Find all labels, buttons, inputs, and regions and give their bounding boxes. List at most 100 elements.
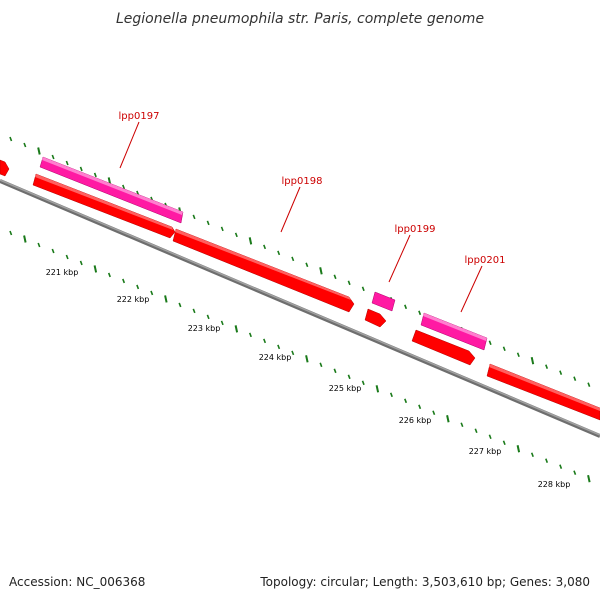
leader-line-lpp0201 — [460, 265, 483, 313]
minor-tick — [37, 242, 41, 248]
minor-tick — [206, 220, 210, 226]
gene-shine — [423, 313, 487, 341]
minor-tick — [488, 340, 492, 346]
major-tick — [93, 265, 98, 273]
minor-tick — [136, 284, 140, 290]
minor-tick — [51, 248, 55, 254]
minor-tick — [122, 184, 126, 190]
minor-tick — [502, 440, 506, 446]
minor-tick — [263, 338, 267, 344]
major-tick — [587, 474, 591, 483]
minor-tick — [333, 274, 337, 280]
minor-tick — [573, 470, 577, 475]
minor-tick — [192, 214, 196, 220]
minor-tick — [404, 304, 408, 310]
major-tick — [375, 385, 380, 393]
leader-line-lpp0198 — [280, 186, 301, 233]
minor-tick — [206, 314, 210, 320]
kbp-label: 226 kbp — [399, 416, 432, 425]
major-tick — [234, 325, 239, 333]
gene-label-lpp0201[interactable]: lpp0201 — [465, 255, 506, 266]
minor-tick — [545, 458, 549, 463]
minor-tick — [460, 422, 464, 428]
minor-tick — [389, 392, 393, 398]
minor-tick — [432, 410, 436, 416]
minor-tick — [234, 232, 238, 238]
minor-tick — [9, 230, 13, 236]
minor-tick — [305, 262, 309, 268]
kbp-label: 222 kbp — [117, 295, 150, 304]
minor-tick — [361, 380, 365, 386]
minor-tick — [347, 374, 351, 380]
minor-tick — [263, 244, 267, 250]
genome-backbone — [0, 179, 600, 438]
minor-tick — [277, 344, 281, 350]
major-tick — [446, 415, 450, 423]
minor-tick — [291, 350, 295, 356]
kbp-label: 228 kbp — [538, 480, 571, 489]
minor-tick — [122, 278, 126, 284]
minor-tick — [530, 452, 534, 458]
minor-tick — [178, 302, 182, 308]
kbp-label: 225 kbp — [329, 384, 362, 393]
minor-tick — [474, 428, 478, 434]
minor-tick — [516, 352, 520, 358]
gene-label-lpp0197[interactable]: lpp0197 — [119, 111, 160, 122]
gene-shine — [42, 157, 183, 215]
major-tick — [248, 237, 253, 245]
major-tick — [305, 355, 309, 363]
minor-tick — [220, 320, 224, 326]
minor-tick — [9, 136, 13, 142]
kbp-label: 221 kbp — [46, 268, 79, 277]
leader-line-lpp0199 — [388, 234, 411, 283]
genome-backbone-highlight — [0, 179, 600, 436]
minor-tick — [559, 370, 563, 375]
minor-tick — [65, 160, 69, 166]
major-tick — [516, 445, 521, 453]
minor-tick — [65, 254, 69, 260]
gene-arrow-lower-2[interactable] — [364, 308, 387, 328]
minor-tick — [93, 172, 97, 178]
minor-tick — [277, 250, 281, 256]
minor-tick — [404, 398, 408, 404]
genome-summary-text: Topology: circular; Length: 3,503,610 bp… — [259, 575, 590, 589]
minor-tick — [361, 286, 365, 292]
minor-tick — [319, 362, 323, 368]
kbp-label: 224 kbp — [259, 353, 292, 362]
gene-shine — [35, 174, 173, 230]
gene-arrow-partial-left[interactable] — [0, 159, 10, 177]
gene-arrow-lpp0198[interactable] — [172, 228, 355, 313]
gene-block-lpp0201[interactable] — [420, 312, 488, 351]
major-tick — [23, 235, 27, 243]
kbp-label: 227 kbp — [469, 447, 502, 456]
gene-label-lpp0199[interactable]: lpp0199 — [395, 224, 436, 235]
minor-tick — [418, 310, 422, 316]
minor-tick — [192, 308, 196, 314]
gene-shine — [175, 229, 351, 300]
minor-tick — [333, 368, 337, 374]
minor-tick — [502, 346, 506, 352]
minor-tick — [559, 464, 563, 469]
gene-label-lpp0198[interactable]: lpp0198 — [282, 176, 323, 187]
major-tick — [530, 357, 535, 365]
leader-line-lpp0197 — [119, 121, 140, 169]
gene-block-lpp0199[interactable] — [371, 291, 396, 312]
minor-tick — [488, 434, 492, 440]
minor-tick — [150, 290, 154, 296]
minor-tick — [248, 332, 252, 338]
minor-tick — [573, 376, 577, 381]
minor-tick — [545, 364, 549, 369]
gene-arrow-lower-3[interactable] — [411, 329, 476, 366]
gene-track — [0, 156, 600, 421]
minor-tick — [79, 166, 83, 172]
major-tick — [319, 267, 323, 275]
minor-tick — [291, 256, 295, 262]
major-tick — [37, 147, 41, 155]
minor-tick — [418, 404, 422, 410]
accession-text: Accession: NC_006368 — [9, 575, 145, 589]
major-tick — [164, 295, 168, 303]
page-title: Legionella pneumophila str. Paris, compl… — [116, 11, 484, 27]
kbp-label: 223 kbp — [188, 324, 221, 333]
minor-tick — [23, 142, 27, 148]
